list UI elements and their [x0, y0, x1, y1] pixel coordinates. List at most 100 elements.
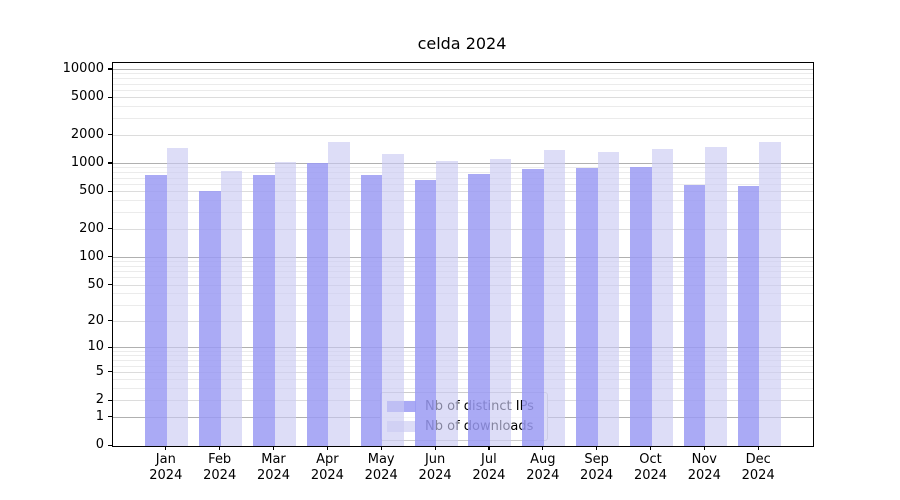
y-tick-mark-20 — [108, 320, 113, 322]
y-tick-label-2000: 2000 — [70, 126, 104, 142]
gridline-50 — [113, 284, 813, 286]
gridline-100 — [113, 256, 813, 258]
gridline-8000 — [113, 78, 813, 79]
y-tick-label-200: 200 — [79, 220, 104, 236]
gridline-4000 — [113, 106, 813, 108]
bar-distinct-ips-jul — [468, 174, 490, 446]
y-tick-mark-50 — [108, 284, 113, 286]
x-tick-label-nov: Nov 2024 — [687, 452, 721, 483]
gridline-6000 — [113, 89, 813, 91]
y-tick-mark-10000 — [108, 68, 113, 70]
x-tick-mark-feb — [219, 446, 221, 450]
y-tick-mark-100 — [108, 256, 113, 258]
bar-distinct-ips-sep — [576, 168, 598, 446]
gridline-700 — [113, 177, 813, 179]
x-tick-mark-oct — [650, 446, 652, 450]
bar-downloads-may — [382, 153, 404, 446]
x-tick-label-mar: Mar 2024 — [256, 452, 291, 483]
bar-downloads-jun — [436, 160, 458, 446]
bar-distinct-ips-mar — [253, 175, 275, 446]
gridline-70 — [113, 271, 813, 272]
gridline-3000 — [113, 118, 813, 120]
gridline-2000 — [113, 134, 813, 136]
y-tick-mark-1 — [108, 416, 113, 418]
y-tick-label-1: 1 — [95, 408, 104, 424]
gridline-9000 — [113, 73, 813, 75]
y-tick-mark-2000 — [108, 134, 113, 136]
bar-downloads-jul — [489, 159, 512, 446]
y-tick-mark-0 — [108, 444, 113, 446]
gridline-60 — [113, 277, 813, 279]
legend-item-distinct-ips: Nb of distinct IPs — [387, 399, 539, 414]
x-tick-mark-jan — [165, 446, 167, 450]
bar-downloads-jan — [166, 147, 189, 446]
x-tick-mark-mar — [273, 446, 275, 450]
bar-distinct-ips-jan — [145, 175, 167, 446]
x-tick-label-jun: Jun 2024 — [418, 452, 452, 483]
gridline-9 — [113, 351, 813, 352]
bar-downloads-nov — [705, 146, 727, 446]
gridline-30 — [113, 304, 813, 306]
y-tick-label-100: 100 — [79, 248, 104, 264]
gridline-6 — [113, 365, 813, 367]
gridline-5 — [113, 371, 813, 373]
y-tick-label-5000: 5000 — [70, 89, 104, 105]
gridline-600 — [113, 183, 813, 185]
y-tick-label-1000: 1000 — [70, 154, 104, 170]
legend-item-downloads: Nb of downloads — [387, 419, 539, 434]
gridline-7 — [113, 360, 813, 362]
gridline-4 — [113, 379, 813, 381]
y-tick-label-20: 20 — [87, 312, 104, 328]
bar-distinct-ips-apr — [306, 163, 329, 446]
gridline-500 — [113, 191, 813, 193]
bar-downloads-sep — [597, 152, 620, 446]
bar-downloads-feb — [220, 170, 243, 446]
x-tick-mark-dec — [757, 446, 759, 450]
gridline-40 — [113, 293, 813, 295]
bar-distinct-ips-jun — [414, 180, 437, 446]
bar-downloads-mar — [274, 161, 296, 446]
gridline-80 — [113, 265, 813, 267]
y-tick-label-500: 500 — [79, 183, 104, 199]
bar-distinct-ips-feb — [199, 191, 221, 446]
bar-distinct-ips-may — [360, 175, 383, 446]
y-tick-mark-10 — [108, 346, 113, 348]
gridline-400 — [113, 200, 813, 202]
x-tick-label-dec: Dec 2024 — [741, 452, 775, 483]
y-tick-label-10: 10 — [87, 339, 104, 355]
y-tick-mark-5 — [108, 371, 113, 373]
y-tick-mark-1000 — [108, 162, 113, 164]
bar-distinct-ips-aug — [522, 169, 544, 446]
x-tick-label-aug: Aug 2024 — [526, 452, 560, 483]
y-tick-mark-200 — [108, 228, 113, 230]
bar-downloads-aug — [543, 150, 566, 446]
x-tick-mark-sep — [596, 446, 598, 450]
y-tick-label-10000: 10000 — [62, 60, 104, 76]
x-tick-label-apr: Apr 2024 — [310, 452, 344, 483]
y-tick-label-2: 2 — [95, 392, 104, 408]
x-tick-label-oct: Oct 2024 — [633, 452, 668, 483]
y-tick-mark-5000 — [108, 96, 113, 98]
gridline-7000 — [113, 83, 813, 85]
y-tick-label-5: 5 — [95, 363, 104, 379]
gridline-5000 — [113, 97, 813, 99]
bar-distinct-ips-nov — [683, 185, 706, 446]
gridline-10000 — [113, 68, 813, 70]
x-tick-mark-jun — [434, 446, 436, 450]
gridline-3 — [113, 388, 813, 390]
plot-area: Nb of distinct IPs Nb of downloads — [112, 62, 814, 447]
bar-downloads-oct — [651, 148, 673, 446]
bar-downloads-dec — [759, 141, 781, 446]
chart-title: celda 2024 — [417, 34, 507, 53]
x-tick-mark-apr — [326, 446, 329, 450]
y-tick-mark-2 — [108, 399, 113, 401]
y-tick-label-0: 0 — [95, 437, 104, 452]
gridline-1000 — [113, 162, 813, 164]
x-tick-label-feb: Feb 2024 — [203, 452, 237, 483]
x-tick-mark-nov — [703, 446, 705, 450]
x-tick-label-sep: Sep 2024 — [580, 452, 614, 483]
gridline-300 — [113, 212, 813, 213]
x-tick-mark-jul — [488, 446, 490, 450]
gridline-900 — [113, 167, 813, 169]
